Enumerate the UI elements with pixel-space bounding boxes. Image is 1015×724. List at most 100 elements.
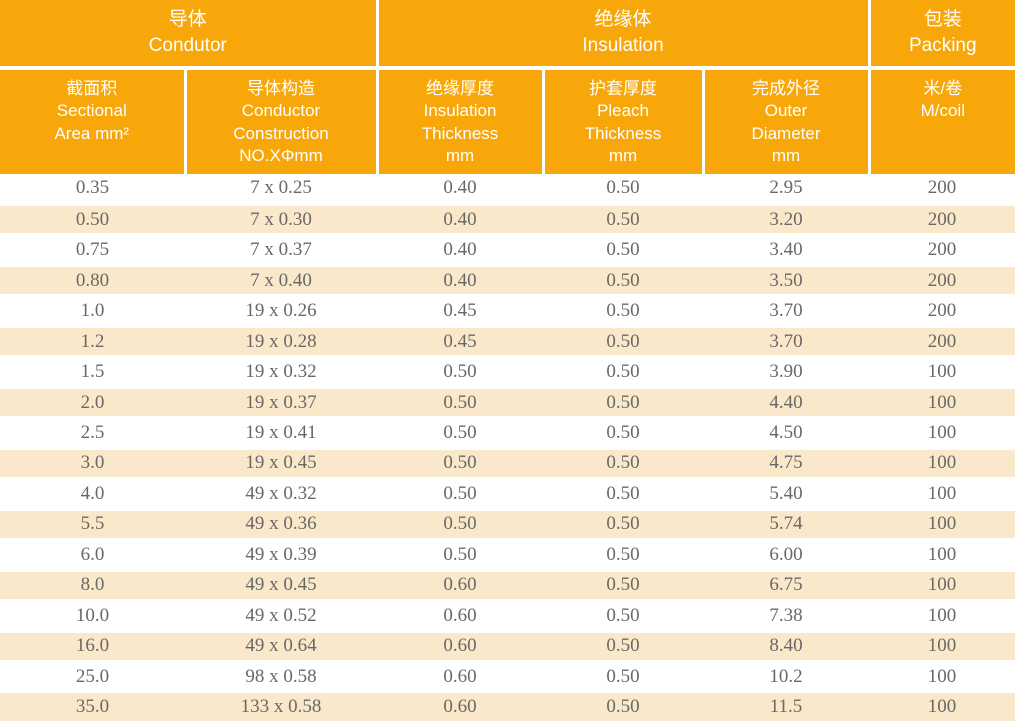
table-cell: 19 x 0.32 [185,356,378,388]
table-cell: 11.5 [703,690,870,724]
table-cell: 3.0 [0,446,185,481]
table-cell: 100 [869,629,1015,664]
table-row: 5.5 49 x 0.36 0.50 0.50 5.74 100 [0,507,1015,542]
table-cell: 8.40 [703,629,870,664]
table-cell: 100 [869,507,1015,542]
table-row: 2.0 19 x 0.37 0.50 0.50 4.40 100 [0,385,1015,420]
table-cell: 100 [869,385,1015,420]
table-cell: 3.90 [703,356,870,388]
table-cell: 0.50 [543,417,704,449]
table-cell: 16.0 [0,629,185,664]
table-cell: 7 x 0.30 [185,202,378,237]
table-cell: 0.75 [0,234,185,266]
header-col-sectional-area: 截面积 Sectional Area mm² [0,68,185,174]
header-group-packing: 包装 Packing [867,0,1015,70]
table-row: 1.2 19 x 0.28 0.45 0.50 3.70 200 [0,324,1015,359]
table-cell: 0.50 [543,446,704,481]
table-cell: 7 x 0.40 [185,263,378,298]
table-cell: 6.00 [703,539,870,571]
table-cell: 200 [869,295,1015,327]
header-col-m-per-coil: 米/卷 M/coil [867,68,1015,174]
table-row: 16.0 49 x 0.64 0.60 0.50 8.40 100 [0,629,1015,664]
table-row: 0.75 7 x 0.37 0.40 0.50 3.40 200 [0,234,1015,266]
table-cell: 2.95 [703,174,870,205]
table-cell: 19 x 0.37 [185,385,378,420]
table-cell: 100 [869,539,1015,571]
table-cell: 200 [869,324,1015,359]
table-row: 3.0 19 x 0.45 0.50 0.50 4.75 100 [0,446,1015,481]
table-cell: 10.0 [0,600,185,632]
table-cell: 5.74 [703,507,870,542]
header-col-conductor-construction: 导体构造 Conductor Construction NO.XΦmm [183,68,378,174]
table-cell: 49 x 0.45 [185,568,378,603]
table-cell: 7 x 0.37 [185,234,378,266]
table-cell: 0.50 [377,385,544,420]
table-row: 0.50 7 x 0.30 0.40 0.50 3.20 200 [0,202,1015,237]
table-cell: 0.50 [543,324,704,359]
table-cell: 133 x 0.58 [185,690,378,724]
table-cell: 0.50 [543,629,704,664]
table-cell: 0.40 [377,202,544,237]
table-cell: 3.20 [703,202,870,237]
table-cell: 0.50 [377,356,544,388]
table-cell: 49 x 0.39 [185,539,378,571]
table-cell: 200 [869,202,1015,237]
table-cell: 0.50 [543,539,704,571]
table-cell: 0.50 [377,539,544,571]
table-cell: 0.50 [543,263,704,298]
table-row: 10.0 49 x 0.52 0.60 0.50 7.38 100 [0,600,1015,632]
table-cell: 200 [869,174,1015,205]
table-cell: 0.60 [377,600,544,632]
table-cell: 3.50 [703,263,870,298]
table-cell: 0.45 [377,295,544,327]
table-cell: 49 x 0.52 [185,600,378,632]
table-row: 2.5 19 x 0.41 0.50 0.50 4.50 100 [0,417,1015,449]
table-cell: 7.38 [703,600,870,632]
table-header: 导体 Condutor 绝缘体 Insulation 包装 Packing 截面积 Se… [0,0,1015,174]
table-cell: 0.40 [377,174,544,205]
table-cell: 0.60 [377,661,544,692]
table-cell: 1.5 [0,356,185,388]
table-cell: 8.0 [0,568,185,603]
table-cell: 6.75 [703,568,870,603]
header-group-insulation: 绝缘体 Insulation [375,0,870,70]
table-row: 1.5 19 x 0.32 0.50 0.50 3.90 100 [0,356,1015,388]
table-cell: 0.50 [543,507,704,542]
table-cell: 100 [869,568,1015,603]
table-cell: 49 x 0.32 [185,478,378,510]
table-cell: 100 [869,478,1015,510]
table-cell: 0.50 [543,356,704,388]
table-row: 6.0 49 x 0.39 0.50 0.50 6.00 100 [0,539,1015,571]
header-group-conductor: 导体 Condutor [0,0,378,70]
table-cell: 0.50 [543,690,704,724]
table-cell: 0.80 [0,263,185,298]
table-cell: 4.0 [0,478,185,510]
table-row: 35.0 133 x 0.58 0.60 0.50 11.5 100 [0,690,1015,724]
table-cell: 0.50 [543,295,704,327]
table-cell: 3.70 [703,324,870,359]
table-cell: 0.60 [377,629,544,664]
table-cell: 200 [869,234,1015,266]
table-cell: 0.50 [377,507,544,542]
table-row: 4.0 49 x 0.32 0.50 0.50 5.40 100 [0,478,1015,510]
table-cell: 6.0 [0,539,185,571]
table-cell: 5.5 [0,507,185,542]
table-cell: 19 x 0.28 [185,324,378,359]
table-body: 0.35 7 x 0.25 0.40 0.50 2.95 200 0.50 7 x 0.30 0… [0,174,1015,724]
table-cell: 100 [869,600,1015,632]
table-cell: 4.75 [703,446,870,481]
table-cell: 4.50 [703,417,870,449]
table-cell: 200 [869,263,1015,298]
table-cell: 100 [869,690,1015,724]
table-row: 25.0 98 x 0.58 0.60 0.50 10.2 100 [0,661,1015,692]
table-cell: 0.50 [543,202,704,237]
table-cell: 100 [869,661,1015,692]
header-col-insulation-thickness: 绝缘厚度 Insulation Thickness mm [375,68,544,174]
table-cell: 49 x 0.36 [185,507,378,542]
table-cell: 1.2 [0,324,185,359]
table-cell: 100 [869,446,1015,481]
table-cell: 5.40 [703,478,870,510]
table-cell: 0.60 [377,568,544,603]
header-col-pleach-thickness: 护套厚度 Pleach Thickness mm [541,68,704,174]
